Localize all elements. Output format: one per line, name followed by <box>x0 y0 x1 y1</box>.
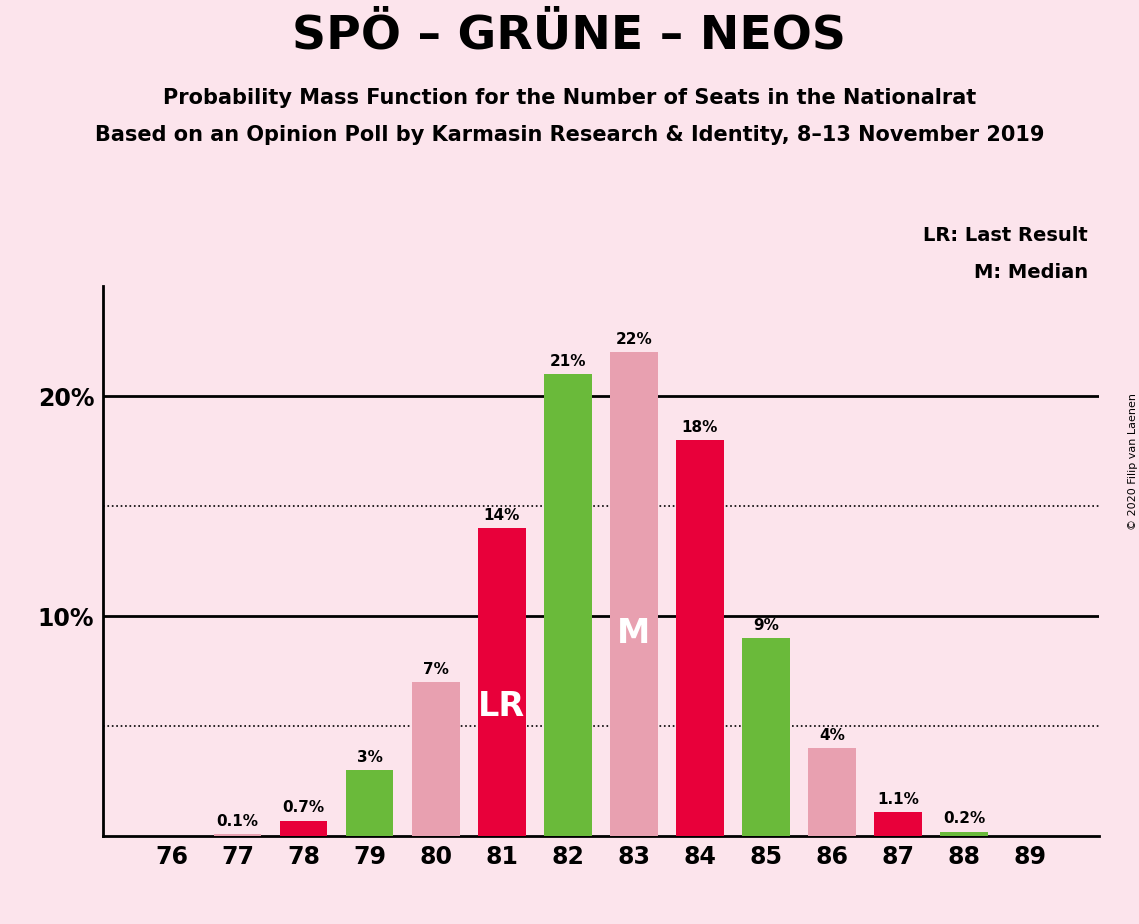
Text: M: M <box>617 616 650 650</box>
Text: 1.1%: 1.1% <box>877 792 919 807</box>
Bar <box>677 441 723 836</box>
Text: 0.7%: 0.7% <box>282 800 325 815</box>
Text: 4%: 4% <box>819 728 845 743</box>
Bar <box>412 682 459 836</box>
Text: 9%: 9% <box>753 618 779 633</box>
Bar <box>544 374 591 836</box>
Bar <box>743 638 789 836</box>
Bar <box>875 812 921 836</box>
Bar <box>346 771 393 836</box>
Text: 0.1%: 0.1% <box>216 813 259 829</box>
Bar <box>214 834 261 836</box>
Text: M: Median: M: Median <box>974 263 1088 283</box>
Text: LR: LR <box>478 690 525 723</box>
Bar <box>280 821 327 836</box>
Text: SPÖ – GRÜNE – NEOS: SPÖ – GRÜNE – NEOS <box>293 14 846 59</box>
Text: Probability Mass Function for the Number of Seats in the Nationalrat: Probability Mass Function for the Number… <box>163 88 976 108</box>
Text: LR: Last Result: LR: Last Result <box>923 226 1088 246</box>
Text: Based on an Opinion Poll by Karmasin Research & Identity, 8–13 November 2019: Based on an Opinion Poll by Karmasin Res… <box>95 125 1044 145</box>
Text: 0.2%: 0.2% <box>943 811 985 826</box>
Bar <box>809 748 855 836</box>
Text: 18%: 18% <box>681 419 718 435</box>
Bar <box>611 352 657 836</box>
Text: 22%: 22% <box>615 332 653 346</box>
Bar <box>941 832 988 836</box>
Text: 14%: 14% <box>484 508 521 523</box>
Text: © 2020 Filip van Laenen: © 2020 Filip van Laenen <box>1128 394 1138 530</box>
Text: 7%: 7% <box>423 662 449 676</box>
Text: 3%: 3% <box>357 749 383 765</box>
Bar <box>478 529 525 836</box>
Text: 21%: 21% <box>549 354 587 369</box>
